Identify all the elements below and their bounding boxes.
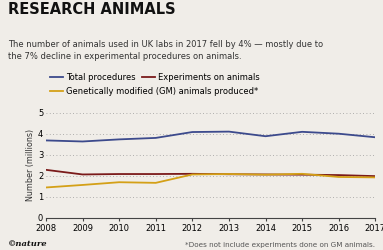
- Text: RESEARCH ANIMALS: RESEARCH ANIMALS: [8, 2, 175, 18]
- Y-axis label: Number (millions): Number (millions): [26, 129, 35, 201]
- Text: *Does not include experiments done on GM animals.: *Does not include experiments done on GM…: [185, 242, 375, 248]
- Legend: Genetically modified (GM) animals produced*: Genetically modified (GM) animals produc…: [50, 87, 258, 96]
- Text: ©nature: ©nature: [8, 240, 47, 248]
- Text: The number of animals used in UK labs in 2017 fell by 4% — mostly due to
the 7% : The number of animals used in UK labs in…: [8, 40, 323, 61]
